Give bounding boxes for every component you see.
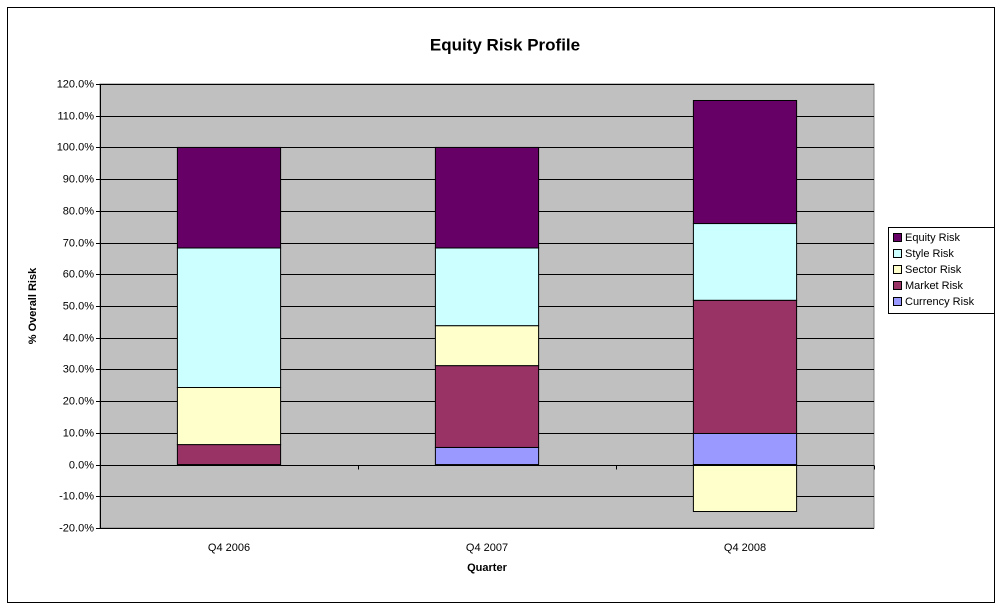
y-tick-label: 40.0% — [63, 332, 94, 344]
x-tick-label: Q4 2008 — [724, 542, 766, 554]
x-tick-label: Q4 2006 — [208, 542, 250, 554]
bar-segment — [434, 146, 540, 249]
bar-segment — [692, 223, 798, 301]
bar-segment — [692, 99, 798, 225]
legend-swatch — [893, 233, 902, 242]
y-tick-label: 60.0% — [63, 268, 94, 280]
y-tick-label: 20.0% — [63, 395, 94, 407]
legend-label: Style Risk — [905, 248, 954, 260]
y-tick-label: 70.0% — [63, 237, 94, 249]
legend-label: Equity Risk — [905, 232, 961, 244]
chart-title: Equity Risk Profile — [430, 35, 580, 54]
legend-swatch — [893, 297, 902, 306]
y-tick-label: -10.0% — [59, 490, 94, 502]
legend-swatch — [893, 265, 902, 274]
y-tick-label: 80.0% — [63, 205, 94, 217]
y-tick-label: 50.0% — [63, 300, 94, 312]
legend-label: Currency Risk — [905, 296, 975, 308]
bar-segment — [176, 247, 282, 389]
legend-label: Market Risk — [905, 280, 964, 292]
legend-swatch — [893, 249, 902, 258]
bar-segment — [176, 444, 282, 466]
y-tick-label: -20.0% — [59, 522, 94, 534]
legend-swatch — [893, 281, 902, 290]
legend-label: Sector Risk — [905, 264, 962, 276]
y-tick-label: 30.0% — [63, 363, 94, 375]
y-tick-label: 110.0% — [58, 110, 95, 122]
bar-segment — [434, 247, 540, 327]
x-axis-label: Quarter — [467, 562, 507, 574]
bar-segment — [692, 464, 798, 513]
y-tick-label: 120.0% — [57, 78, 95, 90]
y-axis-label: % Overall Risk — [27, 267, 39, 344]
bar-segment — [176, 387, 282, 446]
y-tick-label: 10.0% — [63, 427, 94, 439]
y-tick-label: 100.0% — [57, 141, 95, 153]
bar-segment — [434, 325, 540, 367]
bar-segment — [434, 365, 540, 448]
legend-box — [888, 227, 995, 314]
bar-segment — [692, 299, 798, 434]
bar-segment — [176, 146, 282, 249]
x-tick-label: Q4 2007 — [466, 542, 508, 554]
y-tick-label: 90.0% — [63, 173, 94, 185]
bar-segment — [434, 446, 540, 466]
bar-segment — [692, 432, 798, 466]
y-tick-label: 0.0% — [69, 459, 94, 471]
